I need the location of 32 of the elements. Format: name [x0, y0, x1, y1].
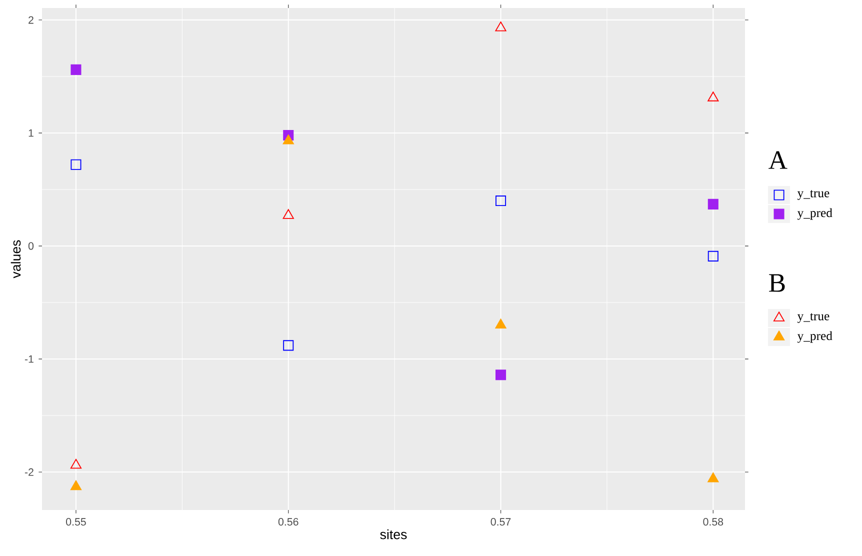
x-tick-label: 0.55: [66, 518, 86, 526]
point: [708, 472, 719, 482]
legend-label: y_pred: [797, 208, 832, 220]
x-axis-title: sites: [380, 529, 407, 540]
point: [708, 250, 718, 262]
text: A: [768, 151, 788, 169]
point: [708, 92, 719, 102]
y-tick-label: 0: [28, 242, 34, 250]
y-tick-label: -2: [24, 468, 34, 476]
point: [70, 64, 82, 75]
text: B: [769, 274, 785, 292]
point: [283, 340, 294, 351]
point: [70, 480, 82, 490]
point: [495, 196, 506, 206]
x-tick-label: 0.57: [490, 518, 511, 526]
y-tick-label: 2: [28, 16, 34, 24]
point: [495, 22, 506, 32]
point: [70, 159, 82, 170]
legend-label: y_true: [797, 190, 830, 200]
point: [70, 458, 82, 469]
legend-label: y_true: [797, 313, 830, 323]
y-axis-title: values: [10, 240, 21, 278]
point: [495, 370, 506, 380]
y-tick-label: 1: [28, 129, 34, 137]
point: [282, 209, 294, 219]
legend-label: y_pred: [797, 331, 832, 343]
point: [708, 198, 718, 210]
x-tick-label: 0.58: [703, 518, 724, 526]
x-tick-label: 0.56: [278, 518, 298, 526]
y-tick-label: -1: [24, 355, 34, 363]
point: [282, 134, 294, 144]
point: [495, 318, 506, 329]
